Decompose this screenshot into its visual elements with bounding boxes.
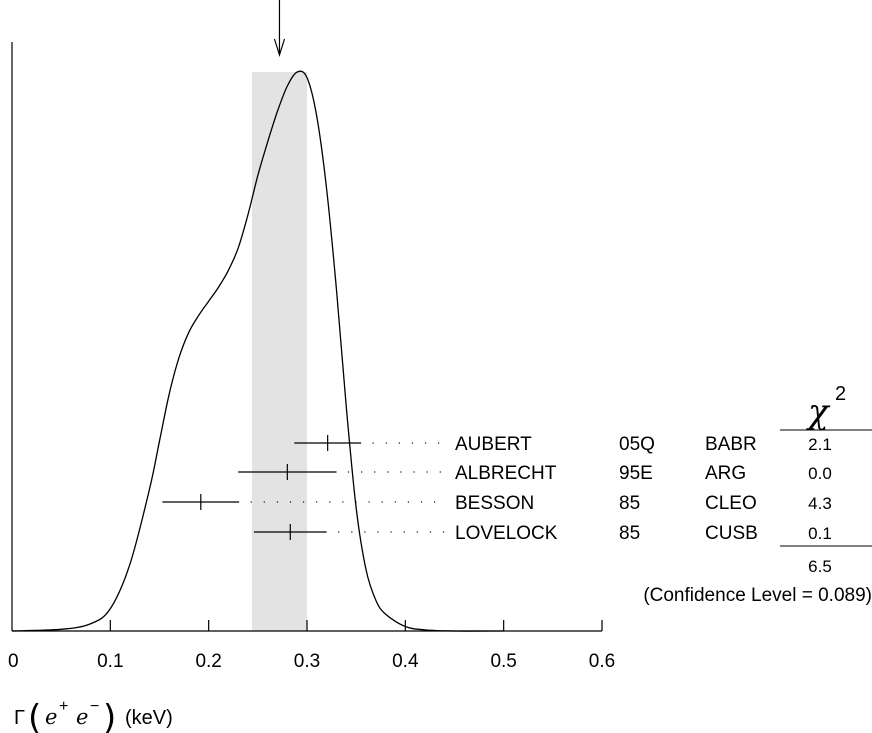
measurement-author: BESSON bbox=[455, 493, 534, 514]
x-tick-label: 0.3 bbox=[294, 651, 320, 672]
average-band bbox=[251, 72, 307, 631]
average-band-layer bbox=[251, 72, 307, 631]
xlabel-charge-1: + bbox=[59, 698, 68, 715]
measurement-ref: 95E bbox=[619, 463, 653, 484]
measurement-author: AUBERT bbox=[455, 434, 532, 455]
average-arrow-layer bbox=[273, 0, 286, 58]
xlabel-paren-open: ( bbox=[28, 698, 41, 733]
measurement-ref: 85 bbox=[619, 493, 640, 514]
measurement-chi2: 0.0 bbox=[808, 464, 832, 483]
chi2-total: 6.5 bbox=[808, 557, 832, 576]
xlabel-paren-close: ) bbox=[103, 698, 116, 733]
measurement-experiment: BABR bbox=[705, 434, 757, 455]
x-ticks-layer: 0 0.1 0.2 0.3 0.4 0.5 0.6 bbox=[8, 620, 615, 672]
measurements-layer: AUBERT 05Q BABR 2.1 ALBRECHT 95E ARG 0.0 BESSON 8… bbox=[162, 434, 832, 544]
ideogram-curve bbox=[11, 70, 504, 632]
x-tick-label: 0.5 bbox=[490, 651, 516, 672]
chi2-symbol: χ bbox=[806, 392, 831, 432]
xlabel-unit: (keV) bbox=[125, 707, 173, 729]
measurement-chi2: 2.1 bbox=[808, 435, 832, 454]
measurement-author: LOVELOCK bbox=[455, 523, 558, 544]
xlabel-charge-2: − bbox=[90, 698, 99, 715]
measurement-row: LOVELOCK 85 CUSB 0.1 bbox=[253, 523, 832, 544]
measurement-row: ALBRECHT 95E ARG 0.0 bbox=[238, 463, 832, 484]
x-axis-label: Γ ( e + e − ) (keV) bbox=[14, 698, 173, 733]
measurement-row: BESSON 85 CLEO 4.3 bbox=[162, 493, 832, 514]
x-tick-label: 0.1 bbox=[97, 651, 123, 672]
ideogram-curve-layer bbox=[11, 70, 504, 632]
xlabel-particle-2: e bbox=[76, 705, 88, 729]
measurement-row: AUBERT 05Q BABR 2.1 bbox=[294, 434, 832, 455]
measurement-experiment: ARG bbox=[705, 463, 746, 484]
measurement-ref: 85 bbox=[619, 523, 640, 544]
x-tick-label: 0.6 bbox=[589, 651, 615, 672]
x-tick-label: 0 bbox=[8, 651, 19, 672]
measurement-experiment: CUSB bbox=[705, 523, 758, 544]
average-arrow-head bbox=[273, 38, 286, 58]
measurement-author: ALBRECHT bbox=[455, 463, 557, 484]
chi2-exponent: 2 bbox=[835, 383, 846, 405]
chi2-header: χ 2 bbox=[780, 383, 872, 432]
xlabel-particle-1: e bbox=[45, 705, 57, 729]
chi2-total-group: 6.5 (Confidence Level = 0.089) bbox=[643, 545, 872, 606]
confidence-level: (Confidence Level = 0.089) bbox=[643, 585, 872, 606]
x-tick-label: 0.2 bbox=[195, 651, 221, 672]
measurement-experiment: CLEO bbox=[705, 493, 757, 514]
measurement-chi2: 4.3 bbox=[808, 494, 832, 513]
xlabel-symbol: Γ bbox=[14, 707, 25, 729]
x-tick-label: 0.4 bbox=[392, 651, 419, 672]
measurement-ref: 05Q bbox=[619, 434, 655, 455]
measurement-chi2: 0.1 bbox=[808, 524, 832, 543]
